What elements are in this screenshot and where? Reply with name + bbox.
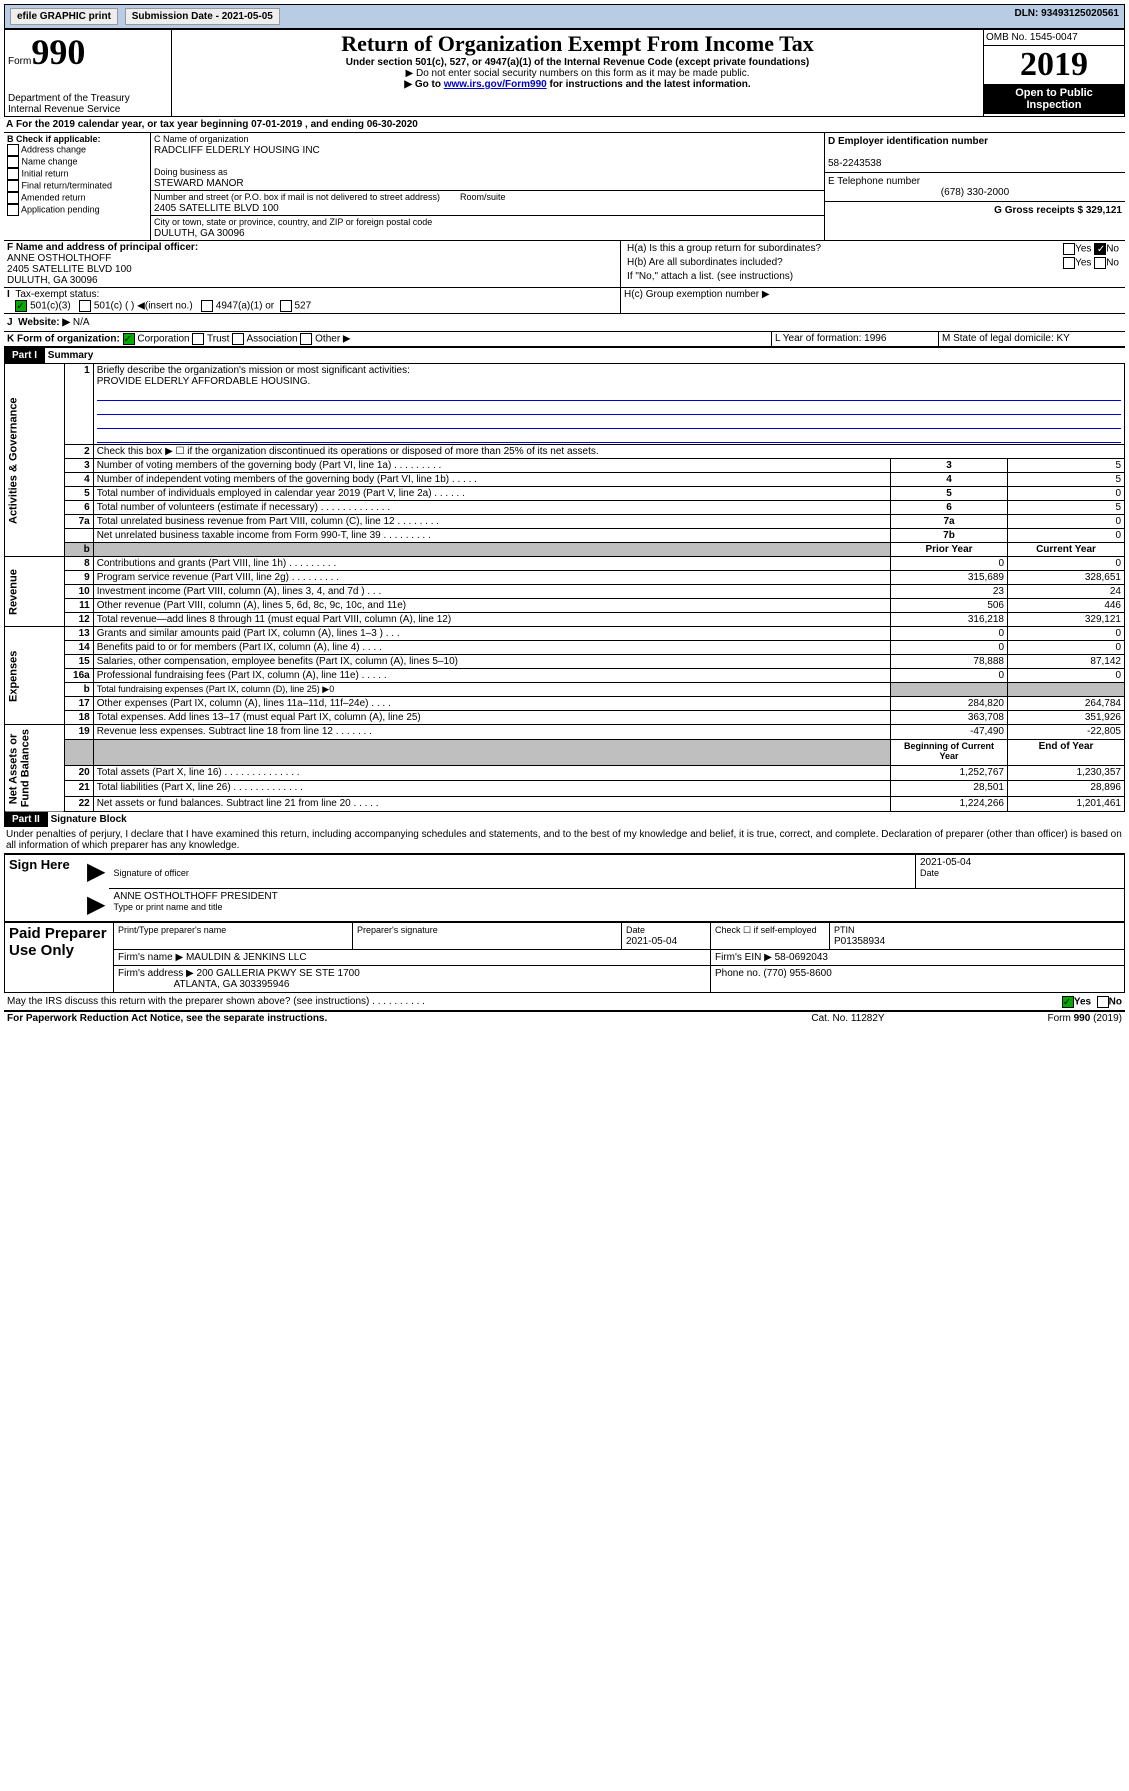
footer-mid: Cat. No. 11282Y [757, 1012, 940, 1025]
firm-phone: Phone no. (770) 955-8600 [711, 966, 1125, 993]
firm-addr: 200 GALLERIA PKWY SE STE 1700 [197, 968, 360, 979]
firm-ein: Firm's EIN ▶ 58-0692043 [711, 950, 1125, 966]
tax-year: 2019 [984, 46, 1124, 84]
box-d-label: D Employer identification number [828, 136, 988, 147]
chk-other[interactable]: Other ▶ [315, 334, 350, 345]
h-a: H(a) Is this a group return for subordin… [624, 242, 1004, 256]
chk-final[interactable]: Final return/terminated [22, 180, 113, 190]
perjury-text: Under penalties of perjury, I declare th… [4, 827, 1125, 854]
officer-city: DULUTH, GA 30096 [7, 275, 98, 286]
open-inspection: Open to Public Inspection [984, 84, 1124, 114]
h-prior: Prior Year [891, 543, 1008, 557]
h-c: H(c) Group exemption number ▶ [621, 288, 1125, 314]
subtitle-2: ▶ Do not enter social security numbers o… [175, 68, 980, 79]
officer-name: ANNE OSTHOLTHOFF [7, 253, 111, 264]
sig-date: 2021-05-04 [920, 857, 971, 868]
ptin: P01358934 [834, 936, 885, 947]
phone: (678) 330-2000 [828, 187, 1122, 198]
v6: 5 [1008, 501, 1125, 515]
paid-prep-label: Paid Preparer Use Only [5, 923, 114, 993]
dba-name: STEWARD MANOR [154, 178, 244, 189]
v7a: 0 [1008, 515, 1125, 529]
firm-name: MAULDIN & JENKINS LLC [186, 952, 307, 963]
officer-addr: 2405 SATELLITE BLVD 100 [7, 264, 132, 275]
chk-pending[interactable]: Application pending [21, 204, 100, 214]
part1-label: Part I [4, 348, 45, 363]
top-toolbar: efile GRAPHIC print Submission Date - 20… [4, 4, 1125, 29]
signature-table: Sign Here ▶ Signature of officer 2021-05… [4, 854, 1125, 922]
mission: PROVIDE ELDERLY AFFORDABLE HOUSING. [97, 376, 311, 387]
preparer-table: Paid Preparer Use Only Print/Type prepar… [4, 922, 1125, 993]
org-name: RADCLIFF ELDERLY HOUSING INC [154, 145, 320, 156]
v5: 0 [1008, 487, 1125, 501]
dln-label: DLN: 93493125020561 [806, 7, 1122, 26]
subtitle-3: ▶ Go to www.irs.gov/Form990 for instruct… [175, 79, 980, 90]
efile-print-button[interactable]: efile GRAPHIC print [10, 8, 118, 25]
v7b: 0 [1008, 529, 1125, 543]
officer-sig-name: ANNE OSTHOLTHOFF PRESIDENT [113, 891, 277, 902]
part2-title: Signature Block [51, 814, 127, 825]
street-addr: 2405 SATELLITE BLVD 100 [154, 203, 279, 214]
h-current: Current Year [1008, 543, 1125, 557]
form-prefix: Form [8, 56, 31, 67]
h-b: H(b) Are all subordinates included? [624, 256, 1004, 270]
v4: 5 [1008, 473, 1125, 487]
website: N/A [73, 317, 90, 328]
f-h-block: F Name and address of principal officer:… [4, 241, 1125, 288]
part2-label: Part II [4, 812, 48, 827]
dept-label: Department of the Treasury Internal Reve… [8, 93, 168, 115]
ein: 58-2243538 [828, 158, 881, 169]
gross-receipts: G Gross receipts $ 329,121 [994, 205, 1122, 216]
box-c-label: C Name of organization [154, 134, 249, 144]
footer-right: Form 990 (2019) [939, 1012, 1125, 1025]
chk-initial[interactable]: Initial return [22, 168, 69, 178]
side-governance: Activities & Governance [5, 364, 65, 557]
chk-527[interactable]: 527 [294, 301, 311, 312]
chk-corp[interactable]: Corporation [137, 334, 189, 345]
side-netassets: Net Assets or Fund Balances [5, 725, 65, 812]
discuss-text: May the IRS discuss this return with the… [7, 996, 425, 1007]
submission-date-button[interactable]: Submission Date - 2021-05-05 [125, 8, 280, 25]
chk-addr-change[interactable]: Address change [21, 144, 86, 154]
prep-date: 2021-05-04 [626, 936, 677, 947]
subtitle-1: Under section 501(c), 527, or 4947(a)(1)… [175, 57, 980, 68]
sign-here-label: Sign Here [5, 855, 84, 922]
v3: 5 [1008, 459, 1125, 473]
year-formation: L Year of formation: 1996 [772, 332, 939, 347]
line-a: A For the 2019 calendar year, or tax yea… [4, 117, 1125, 133]
city-state: DULUTH, GA 30096 [154, 228, 245, 239]
chk-self-employed[interactable]: Check ☐ if self-employed [711, 923, 830, 950]
side-expenses: Expenses [5, 627, 65, 725]
summary-table: Activities & Governance 1Briefly describ… [4, 363, 1125, 812]
chk-name-change[interactable]: Name change [22, 156, 78, 166]
q2: Check this box ▶ ☐ if the organization d… [93, 445, 1124, 459]
box-b-label: B Check if applicable: [7, 134, 101, 144]
info-block: B Check if applicable: Address change Na… [4, 133, 1125, 241]
chk-assoc[interactable]: Association [246, 334, 297, 345]
state-domicile: M State of legal domicile: KY [939, 332, 1126, 347]
form-number: 990 [31, 32, 85, 72]
box-e-label: E Telephone number [828, 176, 920, 187]
form-header: Form990 Department of the Treasury Inter… [4, 29, 1125, 117]
chk-trust[interactable]: Trust [207, 334, 229, 345]
footer-left: For Paperwork Reduction Act Notice, see … [4, 1012, 757, 1025]
h-b-note: If "No," attach a list. (see instruction… [624, 270, 1122, 283]
chk-4947[interactable]: 4947(a)(1) or [216, 301, 274, 312]
chk-501c3[interactable]: 501(c)(3) [30, 301, 71, 312]
side-revenue: Revenue [5, 557, 65, 627]
chk-501c[interactable]: 501(c) ( ) ◀(insert no.) [94, 301, 193, 312]
part1-title: Summary [48, 350, 94, 361]
chk-amended[interactable]: Amended return [21, 192, 86, 202]
main-title: Return of Organization Exempt From Incom… [175, 31, 980, 57]
omb-label: OMB No. 1545-0047 [984, 30, 1124, 46]
